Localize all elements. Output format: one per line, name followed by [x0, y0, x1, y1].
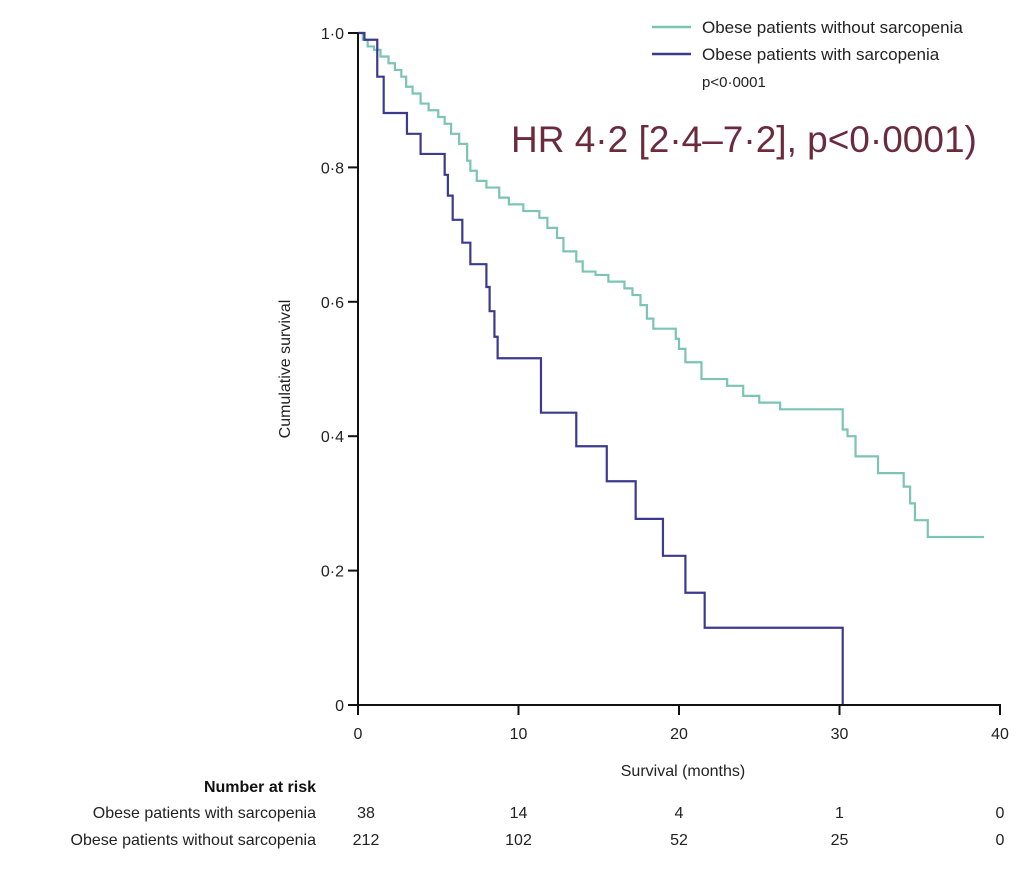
- x-tick-label: 30: [831, 726, 849, 743]
- y-tick-label: 0: [335, 698, 344, 715]
- risk-count: 25: [831, 832, 849, 849]
- hazard-ratio-annotation: HR 4·2 [2·4–7·2], p<0·0001): [511, 119, 977, 160]
- x-axis-title: Survival (months): [621, 763, 745, 780]
- y-tick-label: 1·0: [321, 26, 344, 43]
- risk-count: 1: [835, 805, 844, 822]
- y-tick-label: 0·2: [321, 564, 344, 581]
- survival-curves: [358, 31, 984, 705]
- y-tick-label: 0·4: [321, 429, 344, 446]
- risk-count: 0: [996, 805, 1005, 822]
- p-value-label: p<0·0001: [702, 74, 766, 91]
- y-tick-label: 0·8: [321, 160, 344, 177]
- x-tick-label: 0: [354, 726, 363, 743]
- axis-ticks: 0 10 20 30 40 0 0·2 0·4 0·6 0·8 1·0: [321, 26, 1009, 743]
- risk-row-label: Obese patients without sarcopenia: [71, 832, 317, 849]
- risk-row-label: Obese patients with sarcopenia: [93, 805, 316, 822]
- curve-with-sarcopenia: [358, 31, 844, 705]
- x-tick-label: 10: [510, 726, 528, 743]
- legend: Obese patients without sarcopenia Obese …: [652, 18, 963, 91]
- y-tick-label: 0·6: [321, 295, 344, 312]
- x-tick-label: 40: [991, 726, 1009, 743]
- x-tick-label: 20: [670, 726, 688, 743]
- risk-count: 212: [353, 832, 380, 849]
- legend-label-without-sarcopenia: Obese patients without sarcopenia: [702, 18, 963, 37]
- number-at-risk-title: Number at risk: [204, 779, 316, 796]
- risk-count: 0: [996, 832, 1005, 849]
- curve-without-sarcopenia: [358, 31, 984, 539]
- risk-count: 52: [670, 832, 688, 849]
- legend-label-with-sarcopenia: Obese patients with sarcopenia: [702, 45, 940, 64]
- number-at-risk-table: Number at risk Obese patients with sarco…: [71, 779, 1005, 849]
- risk-count: 4: [675, 805, 684, 822]
- y-axis-title: Cumulative survival: [277, 300, 294, 439]
- risk-count: 38: [357, 805, 375, 822]
- risk-count: 102: [505, 832, 532, 849]
- risk-count: 14: [510, 805, 528, 822]
